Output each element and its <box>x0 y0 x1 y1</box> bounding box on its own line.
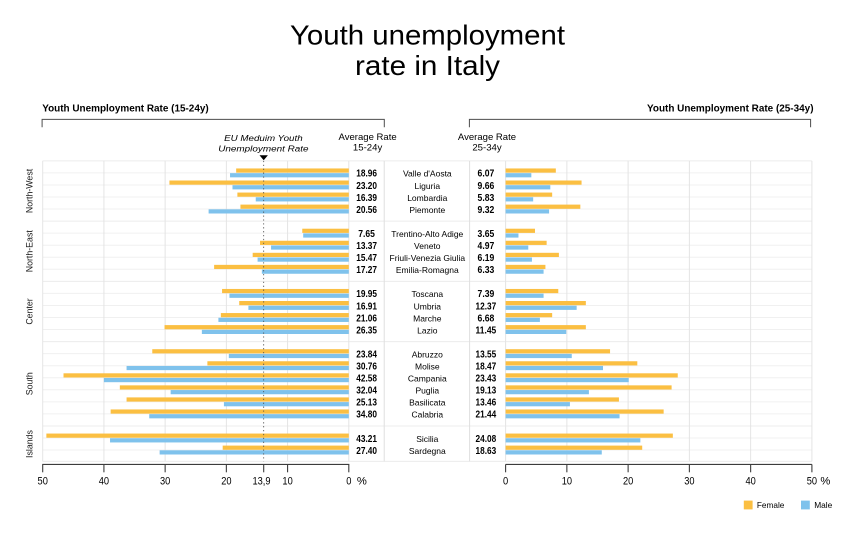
svg-text:13.55: 13.55 <box>476 349 497 360</box>
svg-text:Youth unemployment: Youth unemployment <box>290 19 565 51</box>
svg-text:North-West: North-West <box>25 168 35 213</box>
svg-text:23.20: 23.20 <box>356 181 377 192</box>
svg-text:Umbria: Umbria <box>414 301 442 311</box>
svg-text:Calabria: Calabria <box>411 410 443 420</box>
svg-text:11.45: 11.45 <box>476 325 497 336</box>
svg-text:Abruzzo: Abruzzo <box>412 349 443 359</box>
svg-text:Molise: Molise <box>415 362 440 372</box>
svg-text:16.39: 16.39 <box>356 193 377 204</box>
svg-text:Youth Unemployment Rate (15-24: Youth Unemployment Rate (15-24y) <box>42 103 209 114</box>
svg-text:25.13: 25.13 <box>356 398 377 409</box>
svg-text:5.83: 5.83 <box>478 193 495 204</box>
svg-text:6.07: 6.07 <box>478 169 495 180</box>
svg-text:North-East: North-East <box>25 230 35 273</box>
svg-text:27.40: 27.40 <box>356 446 377 457</box>
svg-text:Islands: Islands <box>25 429 35 457</box>
svg-text:Center: Center <box>25 298 35 324</box>
svg-text:50: 50 <box>807 475 817 487</box>
svg-text:6.33: 6.33 <box>478 265 495 276</box>
svg-text:20.56: 20.56 <box>356 205 377 216</box>
svg-text:13.46: 13.46 <box>476 398 497 409</box>
svg-text:Marche: Marche <box>413 313 442 323</box>
svg-text:Friuli-Venezia Giulia: Friuli-Venezia Giulia <box>390 253 466 263</box>
svg-text:%: % <box>357 475 367 487</box>
svg-text:Unemployment Rate: Unemployment Rate <box>218 144 308 154</box>
svg-text:%: % <box>820 475 830 487</box>
svg-text:7.65: 7.65 <box>358 229 375 240</box>
svg-text:3.65: 3.65 <box>478 229 495 240</box>
svg-text:30.76: 30.76 <box>356 362 377 373</box>
svg-text:12.37: 12.37 <box>476 301 497 312</box>
svg-text:30: 30 <box>160 475 170 487</box>
svg-text:rate in Italy: rate in Italy <box>355 49 501 81</box>
svg-text:Lazio: Lazio <box>417 325 438 335</box>
svg-text:Average Rate: Average Rate <box>339 132 397 142</box>
svg-text:Emilia-Romagna: Emilia-Romagna <box>396 265 459 275</box>
svg-text:Veneto: Veneto <box>414 241 441 251</box>
svg-text:Campania: Campania <box>408 374 447 384</box>
svg-text:Basilicata: Basilicata <box>409 398 446 408</box>
svg-text:Valle d'Aosta: Valle d'Aosta <box>403 169 452 179</box>
svg-text:15-24y: 15-24y <box>353 142 383 152</box>
svg-text:Toscana: Toscana <box>411 289 443 299</box>
svg-text:0: 0 <box>346 475 351 487</box>
svg-text:40: 40 <box>99 475 109 487</box>
svg-text:18.47: 18.47 <box>476 362 497 373</box>
svg-text:15.47: 15.47 <box>356 253 377 264</box>
svg-text:30: 30 <box>684 475 694 487</box>
svg-text:40: 40 <box>745 475 755 487</box>
svg-text:13,9: 13,9 <box>253 475 271 487</box>
svg-text:19.95: 19.95 <box>356 289 377 300</box>
svg-text:42.58: 42.58 <box>356 374 377 385</box>
svg-text:6.19: 6.19 <box>478 253 495 264</box>
svg-text:26.35: 26.35 <box>356 325 377 336</box>
svg-text:South: South <box>25 372 35 395</box>
svg-text:10: 10 <box>282 475 292 487</box>
svg-text:19.13: 19.13 <box>476 386 497 397</box>
svg-text:43.21: 43.21 <box>356 434 377 445</box>
svg-text:32.04: 32.04 <box>356 386 377 397</box>
svg-text:0: 0 <box>503 475 508 487</box>
svg-text:16.91: 16.91 <box>356 301 377 312</box>
svg-text:6.68: 6.68 <box>478 313 495 324</box>
svg-text:Male: Male <box>814 500 832 510</box>
svg-text:Puglia: Puglia <box>415 386 439 396</box>
svg-text:21.06: 21.06 <box>356 313 377 324</box>
svg-text:23.84: 23.84 <box>356 349 377 360</box>
svg-text:4.97: 4.97 <box>478 241 495 252</box>
svg-text:Youth Unemployment Rate (25-34: Youth Unemployment Rate (25-34y) <box>647 104 814 115</box>
svg-text:25-34y: 25-34y <box>472 142 502 152</box>
svg-text:34.80: 34.80 <box>356 410 377 421</box>
svg-text:9.32: 9.32 <box>478 205 495 216</box>
svg-text:Average Rate: Average Rate <box>458 132 516 142</box>
svg-text:Sicilia: Sicilia <box>416 434 438 444</box>
svg-text:Sardegna: Sardegna <box>409 446 446 456</box>
svg-text:9.66: 9.66 <box>478 181 495 192</box>
svg-text:21.44: 21.44 <box>476 410 497 421</box>
svg-text:Piemonte: Piemonte <box>409 205 445 215</box>
svg-text:Female: Female <box>757 500 785 510</box>
svg-text:Lombardia: Lombardia <box>407 193 447 203</box>
svg-text:20: 20 <box>623 475 633 487</box>
svg-text:18.96: 18.96 <box>356 169 377 180</box>
svg-text:Liguria: Liguria <box>415 181 441 191</box>
svg-text:20: 20 <box>221 475 231 487</box>
svg-text:50: 50 <box>38 475 48 487</box>
svg-text:13.37: 13.37 <box>356 241 377 252</box>
svg-text:23.43: 23.43 <box>476 374 497 385</box>
svg-text:24.08: 24.08 <box>476 434 497 445</box>
svg-text:EU Meduim Youth: EU Meduim Youth <box>224 133 303 143</box>
svg-text:17.27: 17.27 <box>356 265 377 276</box>
svg-text:7.39: 7.39 <box>478 289 495 300</box>
svg-text:10: 10 <box>562 475 572 487</box>
svg-text:18.63: 18.63 <box>476 446 497 457</box>
svg-text:Trentino-Alto Adige: Trentino-Alto Adige <box>391 229 463 239</box>
